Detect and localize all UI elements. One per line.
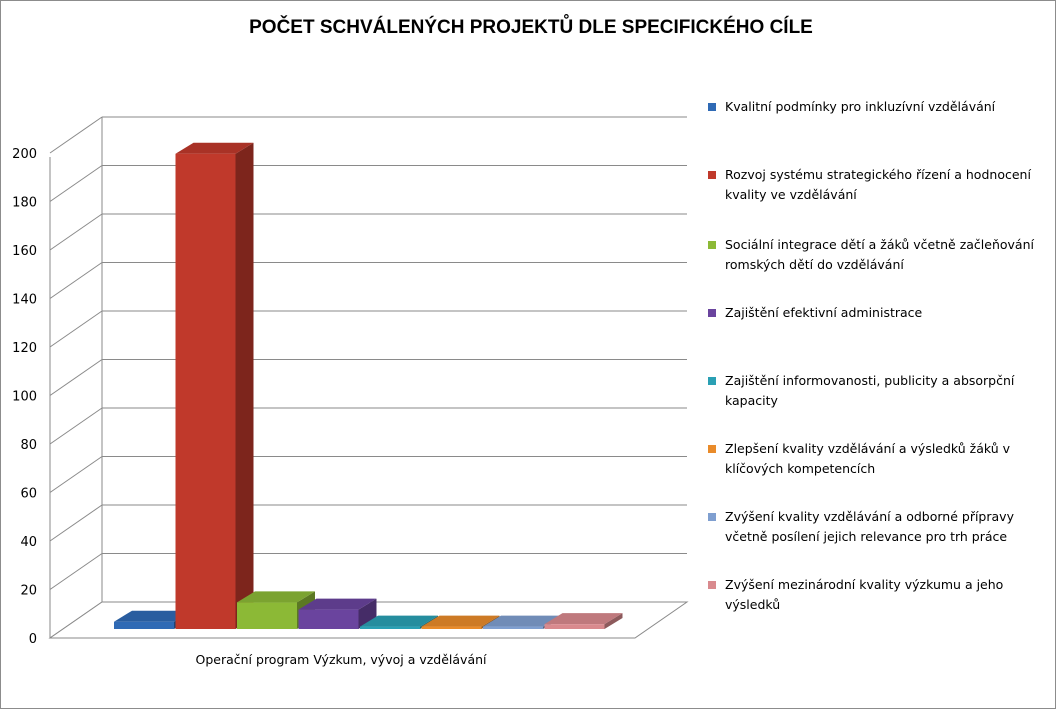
gridline-side-60	[49, 456, 103, 493]
legend-swatch-8	[708, 581, 716, 589]
legend-label-4: Zajištění efektivní administrace	[725, 305, 923, 320]
gridline-side-40	[49, 504, 103, 542]
plot-area: 0 20 40 60 80 100 120 140 160 180 200	[12, 116, 689, 647]
bar-side-4	[358, 598, 377, 629]
bar-top-3	[237, 591, 315, 603]
gridline-side-200	[49, 116, 103, 154]
bar-top-6	[421, 615, 500, 627]
legend-swatch-4	[708, 309, 716, 317]
bar-top-1	[114, 610, 192, 622]
bar-top-8	[544, 613, 623, 625]
bar-side-2	[235, 142, 254, 629]
gridline-side-160	[49, 213, 103, 251]
legend-item-1: Kvalitní podmínky pro inkluzívní vzděláv…	[708, 97, 1048, 117]
legend-label-2: Rozvoj systému strategického řízení a ho…	[725, 167, 1031, 202]
bar-4	[298, 609, 359, 629]
bar-3	[237, 602, 297, 629]
legend-item-2: Rozvoj systému strategického řízení a ho…	[708, 165, 1048, 205]
y-tick-label-180: 180	[12, 196, 37, 211]
y-tick-label-60: 60	[20, 487, 37, 502]
legend-swatch-7	[708, 513, 716, 521]
y-tick-label-40: 40	[20, 535, 37, 550]
legend-item-8: Zvýšení mezinárodní kvality výzkumu a je…	[708, 575, 1048, 615]
gridline-side-140	[49, 262, 103, 299]
gridline-side-20	[49, 553, 103, 590]
bar-top-5	[360, 615, 438, 627]
legend-label-8: Zvýšení mezinárodní kvality výzkumu a je…	[725, 577, 1004, 612]
bar-top-7	[483, 615, 561, 627]
legend-swatch-2	[708, 171, 716, 179]
bar-side-8	[604, 613, 623, 629]
legend-label-6: Zlepšení kvality vzdělávání a výsledků ž…	[725, 441, 1011, 476]
y-tick-label-20: 20	[20, 584, 37, 599]
gridline-side-100	[49, 359, 103, 396]
legend-label-7: Zvýšení kvality vzdělávání a odborné pří…	[725, 509, 1014, 544]
bar-1	[114, 621, 174, 629]
legend-label-1: Kvalitní podmínky pro inkluzívní vzděláv…	[725, 99, 996, 114]
legend-swatch-5	[708, 377, 716, 385]
gridline-side-120	[49, 310, 103, 348]
bar-top-2	[175, 142, 254, 154]
bar-top-4	[298, 598, 377, 610]
chart-title: POČET SCHVÁLENÝCH PROJEKTŮ DLE SPECIFICK…	[249, 17, 813, 38]
legend-item-7: Zvýšení kvality vzdělávání a odborné pří…	[708, 507, 1048, 547]
bar-7	[483, 626, 543, 629]
bar-8	[544, 624, 605, 629]
legend-item-3: Sociální integrace dětí a žáků včetně za…	[708, 235, 1048, 275]
legend-item-4: Zajištění efektivní administrace	[708, 303, 1048, 323]
legend-label-5: Zajištění informovanosti, publicity a ab…	[725, 373, 1015, 408]
y-tick-label-140: 140	[12, 293, 37, 308]
category-axis-label: Operační program Výzkum, vývoj a vzděláv…	[195, 652, 487, 667]
y-tick-label-200: 200	[12, 147, 37, 162]
gridline-side-180	[49, 165, 103, 202]
y-tick-label-80: 80	[20, 438, 37, 453]
y-tick-label-100: 100	[12, 390, 37, 405]
y-tick-label-0: 0	[29, 632, 37, 647]
legend-swatch-1	[708, 103, 716, 111]
y-tick-label-120: 120	[12, 341, 37, 356]
bar-2	[175, 153, 236, 629]
legend-label-3: Sociální integrace dětí a žáků včetně za…	[725, 237, 1034, 272]
gridline-side-80	[49, 407, 103, 445]
bar-6	[421, 626, 482, 629]
legend-item-5: Zajištění informovanosti, publicity a ab…	[708, 371, 1048, 411]
y-tick-label-160: 160	[12, 244, 37, 259]
legend-swatch-6	[708, 445, 716, 453]
bar-5	[360, 626, 420, 629]
legend-swatch-3	[708, 241, 716, 249]
legend-item-6: Zlepšení kvality vzdělávání a výsledků ž…	[708, 439, 1048, 479]
